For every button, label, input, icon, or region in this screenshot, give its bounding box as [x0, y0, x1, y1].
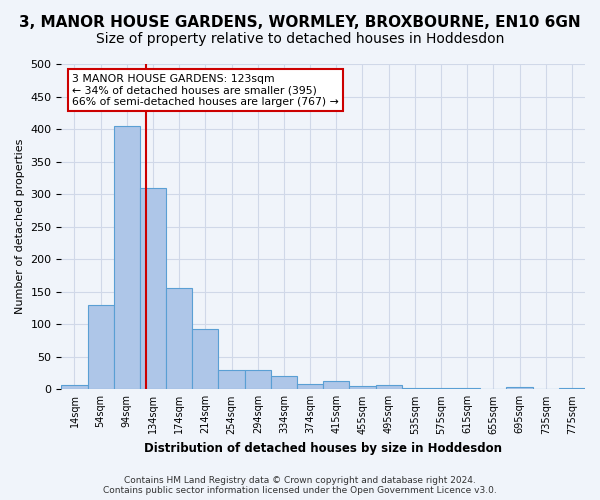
- Bar: [349, 386, 376, 390]
- Bar: [454, 388, 480, 390]
- Bar: [166, 288, 193, 390]
- Bar: [428, 388, 454, 390]
- Bar: [376, 386, 402, 390]
- Bar: [218, 370, 245, 390]
- Y-axis label: Number of detached properties: Number of detached properties: [15, 139, 25, 314]
- Text: Contains HM Land Registry data © Crown copyright and database right 2024.
Contai: Contains HM Land Registry data © Crown c…: [103, 476, 497, 495]
- Text: Size of property relative to detached houses in Hoddesdon: Size of property relative to detached ho…: [96, 32, 504, 46]
- Bar: [193, 330, 218, 390]
- Text: 3, MANOR HOUSE GARDENS, WORMLEY, BROXBOURNE, EN10 6GN: 3, MANOR HOUSE GARDENS, WORMLEY, BROXBOU…: [19, 15, 581, 30]
- Bar: [402, 388, 428, 390]
- Text: 3 MANOR HOUSE GARDENS: 123sqm
← 34% of detached houses are smaller (395)
66% of : 3 MANOR HOUSE GARDENS: 123sqm ← 34% of d…: [72, 74, 338, 107]
- Bar: [559, 388, 585, 390]
- Bar: [297, 384, 323, 390]
- Bar: [61, 386, 88, 390]
- Bar: [245, 370, 271, 390]
- Bar: [506, 388, 533, 390]
- X-axis label: Distribution of detached houses by size in Hoddesdon: Distribution of detached houses by size …: [144, 442, 502, 455]
- Bar: [271, 376, 297, 390]
- Bar: [114, 126, 140, 390]
- Bar: [88, 304, 114, 390]
- Bar: [140, 188, 166, 390]
- Bar: [323, 382, 349, 390]
